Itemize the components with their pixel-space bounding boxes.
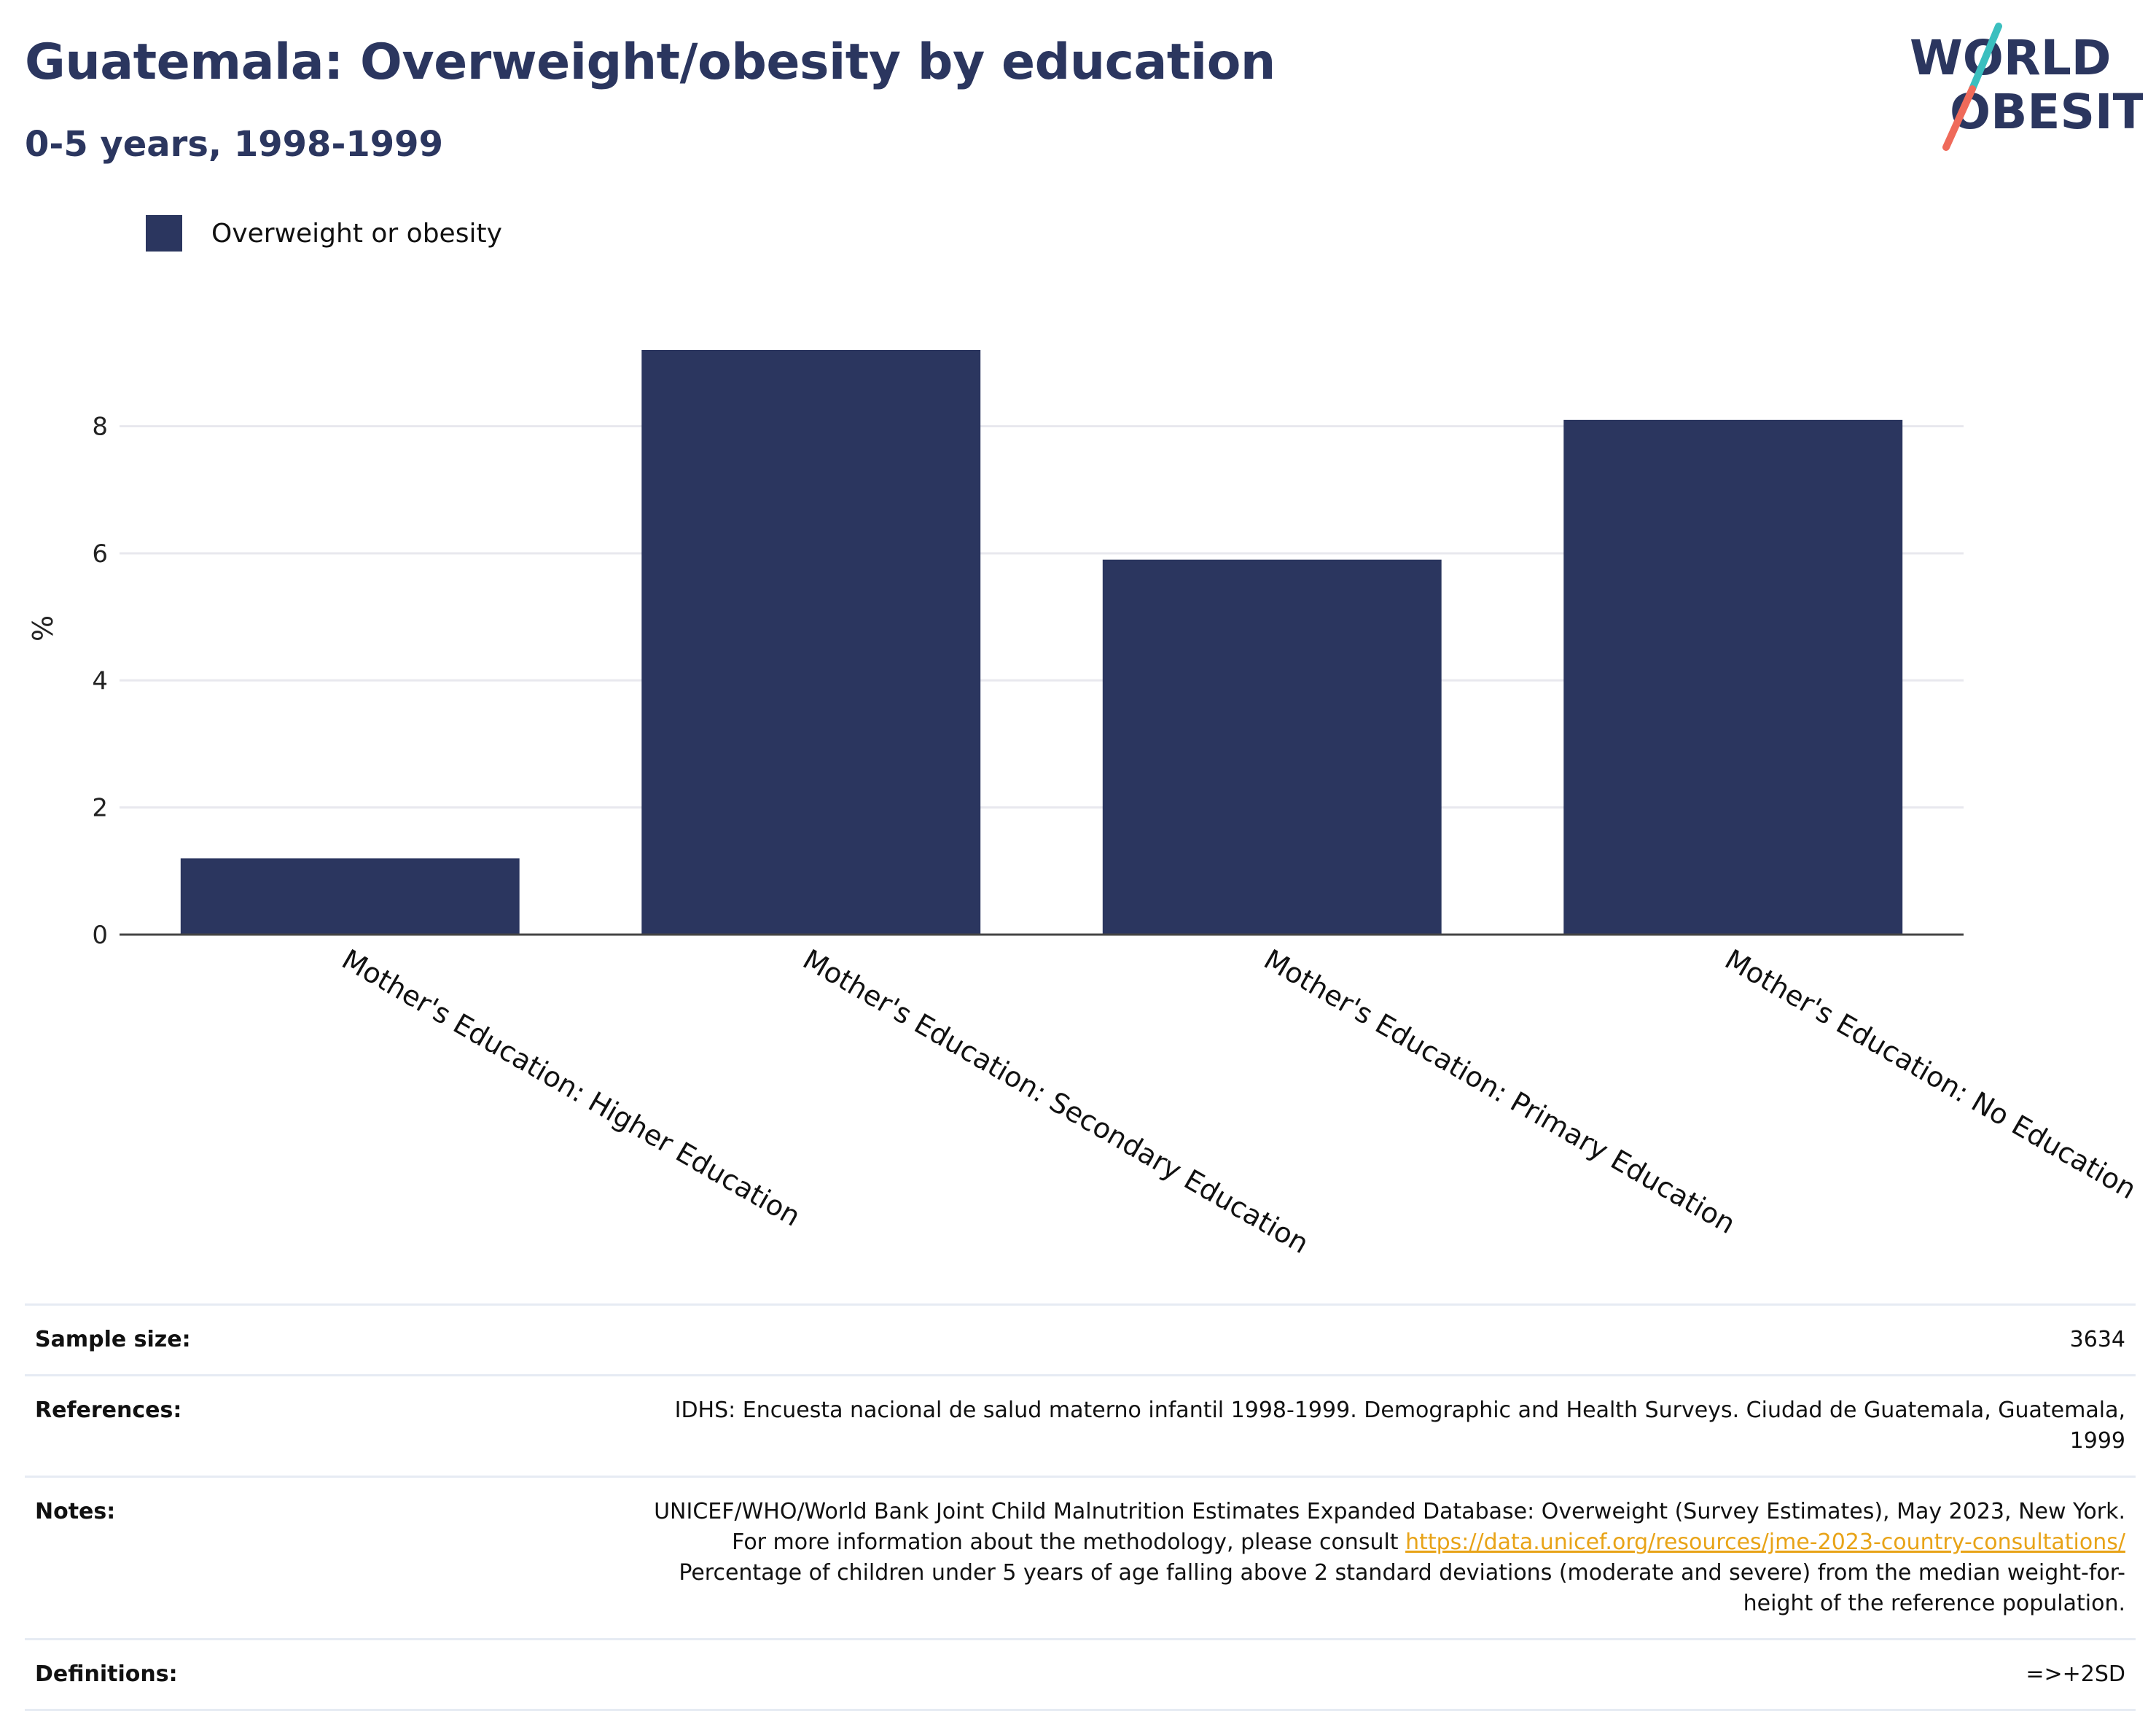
- bar[interactable]: [180, 858, 520, 935]
- y-tick-label: 4: [92, 666, 108, 695]
- info-row-definitions: Definitions: =>+2SD: [25, 1638, 2136, 1711]
- chart-legend[interactable]: Overweight or obesity: [146, 215, 502, 252]
- x-category-label: Mother's Education: Higher Education: [337, 943, 806, 1233]
- info-label: Definitions:: [35, 1661, 178, 1687]
- legend-swatch: [146, 215, 182, 252]
- y-axis-title: %: [27, 615, 59, 642]
- notes-link[interactable]: https://data.unicef.org/resources/jme-20…: [1405, 1529, 2125, 1555]
- bar-chart: 0 2 4 6 8 Mother's Education: Higher Educati…: [27, 350, 2142, 1260]
- info-value: UNICEF/WHO/World Bank Joint Child Malnut…: [631, 1497, 2125, 1619]
- info-label: References:: [35, 1398, 182, 1423]
- info-row-notes: Notes: UNICEF/WHO/World Bank Joint Child…: [25, 1476, 2136, 1638]
- notes-text-before: UNICEF/WHO/World Bank Joint Child Malnut…: [654, 1499, 2125, 1555]
- legend-label: Overweight or obesity: [211, 218, 502, 249]
- logo-slash-top: [1969, 23, 2002, 93]
- info-row-references: References: IDHS: Encuesta nacional de s…: [25, 1374, 2136, 1476]
- world-obesity-logo: WORLD OBESITY: [1910, 23, 2143, 151]
- bar[interactable]: [1563, 419, 1903, 935]
- bars: [180, 350, 1903, 935]
- info-value: IDHS: Encuesta nacional de salud materno…: [674, 1398, 2125, 1454]
- info-row-sample-size: Sample size: 3634: [25, 1303, 2136, 1374]
- bar[interactable]: [641, 350, 981, 935]
- y-tick-label: 6: [92, 539, 108, 569]
- y-tick-label: 0: [92, 921, 108, 950]
- logo-text-obesity: OBESITY: [1950, 84, 2143, 140]
- x-category-label: Mother's Education: No Education: [1719, 943, 2141, 1206]
- info-value: 3634: [2069, 1327, 2125, 1352]
- chart-subtitle: 0-5 years, 1998-1999: [25, 124, 443, 165]
- y-tick-label: 2: [92, 794, 108, 823]
- logo-slash-bottom: [1942, 85, 1976, 151]
- notes-text-after: Percentage of children under 5 years of …: [679, 1560, 2125, 1616]
- chart-title: Guatemala: Overweight/obesity by educati…: [25, 34, 1276, 91]
- info-label: Sample size:: [35, 1327, 191, 1352]
- x-category-label: Mother's Education: Secondary Education: [797, 943, 1314, 1260]
- x-category-labels: Mother's Education: Higher EducationMoth…: [337, 943, 2142, 1260]
- x-category-label: Mother's Education: Primary Education: [1259, 943, 1741, 1240]
- logo-text-world: WORLD: [1910, 30, 2112, 86]
- y-tick-labels: 0 2 4 6 8: [92, 413, 108, 950]
- y-tick-label: 8: [92, 413, 108, 442]
- bar[interactable]: [1102, 559, 1442, 935]
- info-table: Sample size: 3634 References: IDHS: Encu…: [25, 1303, 2136, 1711]
- info-value: =>+2SD: [2026, 1661, 2125, 1687]
- info-label: Notes:: [35, 1499, 116, 1524]
